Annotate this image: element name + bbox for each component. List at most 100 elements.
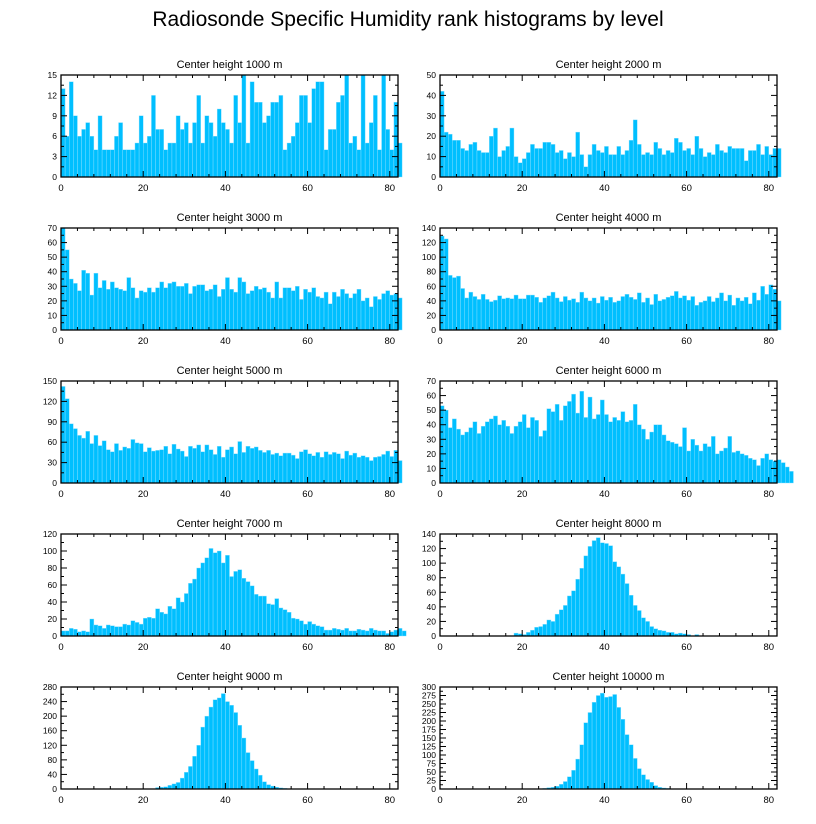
histogram-bar [583,555,589,637]
histogram-bar [534,420,539,484]
histogram-bar [106,149,111,178]
histogram-bar [620,411,626,484]
x-tick-label: 0 [437,795,442,806]
histogram-bar [110,625,115,637]
y-tick-label: 60 [427,281,437,291]
x-tick-label: 40 [599,642,610,653]
histogram-bar [348,630,353,637]
y-tick-label: 60 [427,391,437,401]
histogram-bar [188,293,193,331]
histogram-bar [360,629,366,637]
histogram-bar [369,460,374,484]
histogram-bar [138,443,144,484]
histogram-bar [106,449,111,484]
histogram-bar [476,299,482,331]
histogram-bar [266,603,271,637]
histogram-bar [521,298,527,331]
histogram-bar [290,617,296,637]
histogram-bar [348,142,353,178]
histogram-bar [89,443,95,484]
x-tick-label: 20 [138,183,149,194]
histogram-bar [229,289,234,331]
histogram-bar [332,628,337,637]
x-tick-label: 60 [302,183,313,194]
histogram-bar [468,144,474,178]
y-tick-label: 12 [48,90,58,100]
histogram-bar [489,301,494,331]
y-tick-label: 10 [427,152,437,162]
histogram-bar [661,299,667,331]
histogram-bar [401,630,407,637]
y-tick-label: 0 [52,325,57,335]
histogram-bar [632,758,638,790]
histogram-bar [155,287,160,331]
panel-title: Center height 9000 m [177,671,283,683]
histogram-bar [377,299,382,331]
histogram-bar [711,436,716,484]
histogram-bar [550,144,556,178]
histogram-bar [225,555,230,637]
histogram-bar [126,277,132,331]
histogram-bar [616,707,622,790]
y-tick-label: 20 [427,310,437,320]
histogram-bar [81,129,86,178]
histogram-bar [64,249,70,331]
histogram-bar [192,578,197,637]
histogram-bar [221,122,226,178]
histogram-bar [653,424,659,484]
histogram-bar [356,629,362,637]
histogram-bar [258,289,263,331]
histogram-bar [711,301,716,331]
histogram-bar [645,297,650,331]
histogram-bar [216,296,222,331]
histogram-bar [385,129,390,178]
histogram-bar [661,434,667,484]
histogram-bar [69,81,74,178]
histogram-bar [369,628,374,637]
y-tick-label: 200 [43,711,57,721]
histogram-bar [204,290,210,331]
y-tick-label: 80 [48,755,58,765]
histogram-bar [542,297,548,331]
histogram-bar [192,448,197,484]
histogram-bar [546,295,552,331]
y-tick-label: 40 [48,597,58,607]
histogram-bar [472,421,478,484]
histogram-bar [674,291,679,331]
histogram-bar [575,131,580,178]
histogram-bar [336,296,341,331]
x-tick-label: 20 [517,795,528,806]
histogram-bar [764,453,769,484]
histogram-bar [336,453,341,484]
histogram-bar [307,453,312,484]
y-tick-label: 120 [43,529,57,539]
histogram-bar [534,297,539,331]
histogram-bar [480,152,486,178]
histogram-bar [377,630,382,637]
histogram-bar [624,583,630,637]
y-tick-label: 20 [427,616,437,626]
histogram-bar [612,302,617,331]
histogram-bar [628,744,634,790]
histogram-bar [702,443,708,484]
histogram-bar [493,127,498,178]
histogram-bar [571,156,576,178]
y-tick-label: 90 [48,417,58,427]
histogram-bar [114,287,119,331]
histogram-bar [344,293,349,331]
histogram-bar [604,543,609,637]
histogram-bar [315,452,321,484]
histogram-bar [175,286,181,331]
histogram-bar [184,283,189,331]
histogram-bar [89,135,95,178]
histogram-bar [327,629,333,637]
histogram-bar [130,620,136,637]
histogram-bar [196,567,201,637]
histogram-bar [155,608,160,637]
histogram-bar [686,450,691,484]
histogram-bar [97,115,103,178]
x-tick-label: 0 [437,336,442,347]
histogram-bar [563,405,568,484]
histogram-bar [122,446,127,484]
histogram-bar [114,443,119,484]
